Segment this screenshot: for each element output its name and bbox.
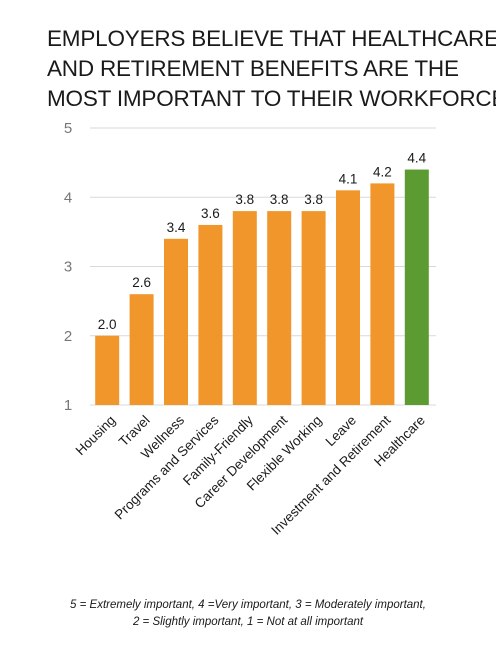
- bar: [370, 183, 395, 405]
- bar: [198, 224, 223, 405]
- bar: [232, 211, 257, 405]
- bar-value-label: 3.8: [304, 192, 323, 207]
- chart-title-line: EMPLOYERS BELIEVE THAT HEALTHCARE: [47, 26, 496, 51]
- bar: [129, 294, 154, 405]
- bar-value-label: 3.4: [167, 220, 186, 235]
- x-category-label: Housing: [73, 413, 119, 459]
- bars: [95, 169, 429, 405]
- bar: [95, 335, 120, 405]
- footnote-line: 2 = Slightly important, 1 = Not at all i…: [132, 616, 364, 628]
- bar-value-label: 4.1: [339, 171, 358, 186]
- bar: [336, 190, 360, 405]
- bar-chart: 1 2 3 4 5 2.0 2.6 3.4 3.6 3.8 3.8 3.8 4.1 4.2 4.4 Hou…: [64, 120, 436, 538]
- bar: [267, 211, 292, 405]
- bar: [404, 169, 429, 405]
- chart-title-line: MOST IMPORTANT TO THEIR WORKFORCE: [47, 86, 496, 111]
- bar: [164, 238, 188, 405]
- chart-title: EMPLOYERS BELIEVE THAT HEALTHCARE AND RE…: [47, 24, 496, 114]
- bar-value-label: 2.0: [98, 317, 117, 332]
- bar-value-label: 4.4: [407, 151, 426, 166]
- footnote-line: 5 = Extremely important, 4 =Very importa…: [70, 599, 426, 611]
- y-tick-label: 1: [64, 397, 72, 414]
- bar: [301, 211, 326, 405]
- chart-title-line: AND RETIREMENT BENEFITS ARE THE: [47, 56, 459, 81]
- bar-value-label: 3.6: [201, 206, 220, 221]
- bar-value-label: 2.6: [132, 275, 151, 290]
- bar-value-label: 3.8: [235, 192, 254, 207]
- scale-footnote: 5 = Extremely important, 4 =Very importa…: [0, 597, 496, 631]
- bar-value-label: 4.2: [373, 164, 392, 179]
- y-tick-label: 5: [64, 120, 72, 137]
- y-tick-label: 2: [64, 328, 72, 345]
- data-labels: 2.0 2.6 3.4 3.6 3.8 3.8 3.8 4.1 4.2 4.4: [98, 151, 427, 332]
- y-tick-label: 4: [64, 189, 72, 206]
- y-tick-label: 3: [64, 259, 72, 276]
- bar-value-label: 3.8: [270, 192, 289, 207]
- y-axis-tick-labels: 1 2 3 4 5: [64, 120, 72, 414]
